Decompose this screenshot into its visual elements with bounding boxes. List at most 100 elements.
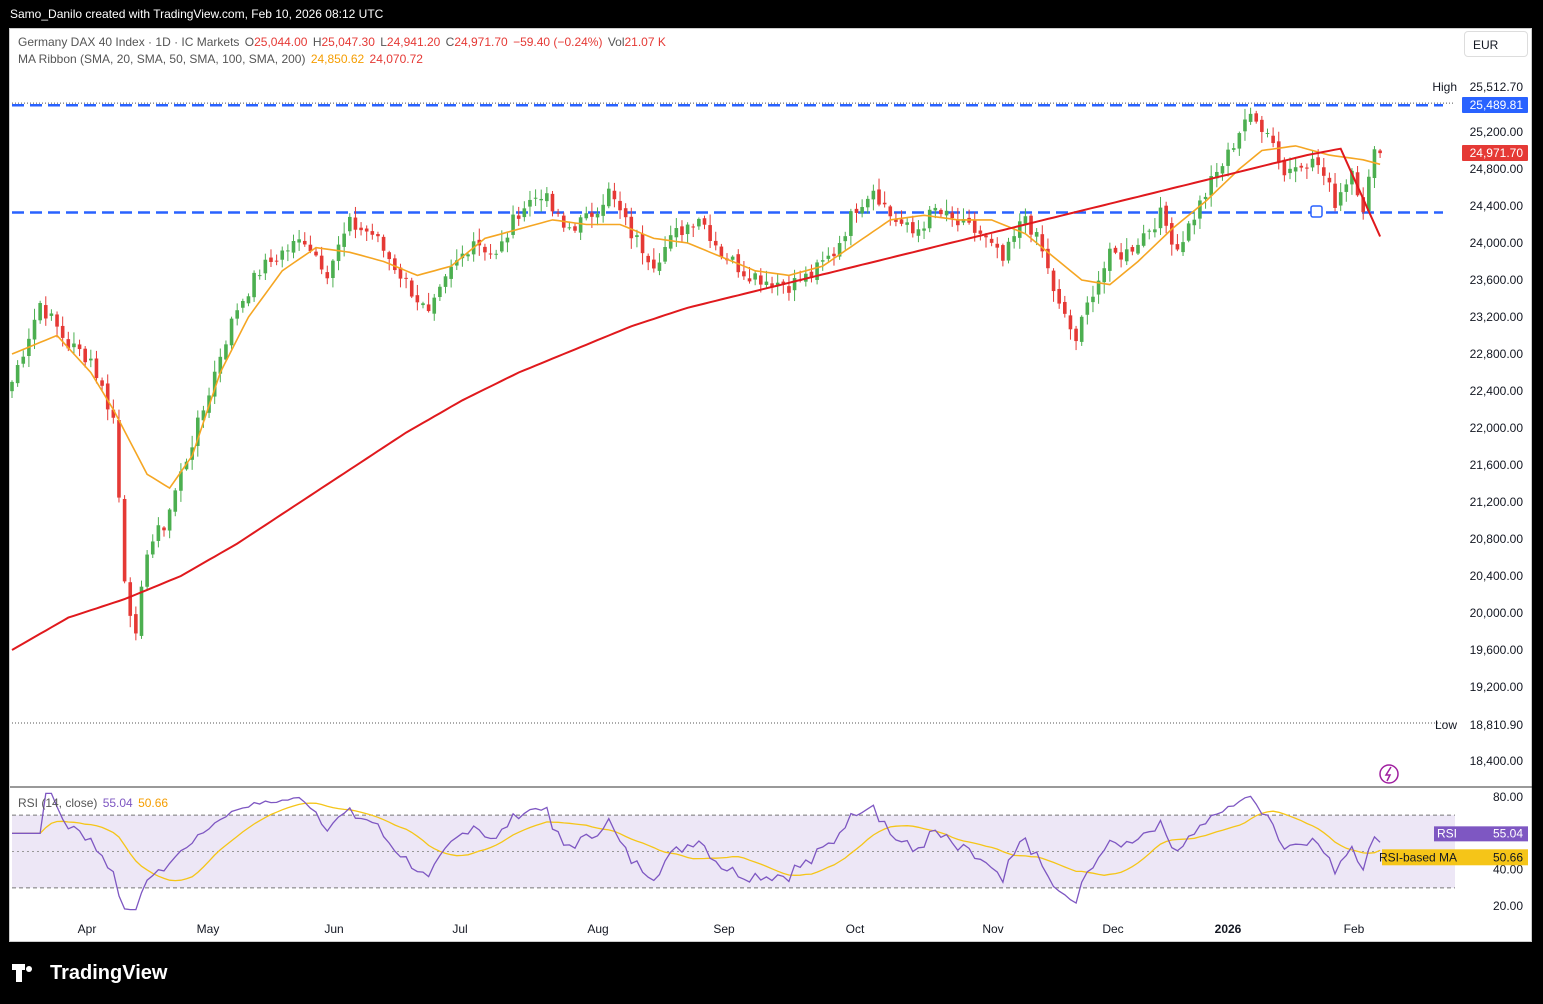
candle-body xyxy=(162,527,166,531)
candle-body xyxy=(494,253,498,255)
candle-body xyxy=(1034,232,1039,237)
candle-body xyxy=(145,554,149,587)
candle-body xyxy=(826,255,831,259)
candle-body xyxy=(939,209,943,215)
candle-body xyxy=(1085,302,1090,315)
candle-body xyxy=(899,219,904,224)
candle-body xyxy=(150,541,155,555)
candle-body xyxy=(1271,135,1275,144)
candle-body xyxy=(1040,234,1045,252)
candle-body xyxy=(1153,229,1157,233)
candle-body xyxy=(432,297,437,314)
candle-body xyxy=(820,260,825,262)
candle-body xyxy=(888,206,893,217)
candle-body xyxy=(235,310,239,319)
price-tick-label: 20,000.00 xyxy=(1470,606,1524,620)
candle-body xyxy=(409,280,414,297)
candle-body xyxy=(635,235,639,238)
ma-value-2: 24,070.72 xyxy=(369,52,423,66)
rsi-name[interactable]: RSI (14, close) xyxy=(18,796,98,810)
candle-body xyxy=(545,193,549,202)
candle-body xyxy=(663,247,667,262)
candle-body xyxy=(595,213,600,218)
top-bar: Samo_Danilo created with TradingView.com… xyxy=(0,0,1543,28)
candle-body xyxy=(922,228,926,231)
ma-ribbon-legend: MA Ribbon (SMA, 20, SMA, 50, SMA, 100, S… xyxy=(18,52,423,66)
candle-body xyxy=(449,266,453,279)
candle-body xyxy=(1327,177,1332,183)
candle-body xyxy=(1344,184,1349,192)
candle-body xyxy=(730,256,735,260)
candle-body xyxy=(1260,119,1264,132)
candle-body xyxy=(984,235,988,238)
session-high-tag-word: High xyxy=(1432,80,1457,94)
candle-body xyxy=(629,216,634,239)
candle-body xyxy=(843,236,848,242)
candle-body xyxy=(1164,205,1168,226)
rsi-legend: RSI (14, close) 55.04 50.66 xyxy=(18,796,168,810)
candle-body xyxy=(342,233,346,247)
candle-body xyxy=(376,234,380,237)
candle-body xyxy=(995,243,1000,248)
ma-ribbon-name[interactable]: MA Ribbon (SMA, 20, SMA, 50, SMA, 100, S… xyxy=(18,52,306,66)
candle-body xyxy=(697,218,701,227)
candle-body xyxy=(66,339,71,349)
candle-body xyxy=(201,410,206,421)
tradingview-brand[interactable]: TradingView xyxy=(12,962,167,985)
time-tick-label: May xyxy=(197,922,220,936)
vol-label: Vol xyxy=(607,35,625,49)
candle-body xyxy=(1231,148,1236,150)
currency-button[interactable]: EUR xyxy=(1464,31,1528,57)
candle-body xyxy=(1282,159,1287,176)
rsi-ma-tag-word: RSI-based MA xyxy=(1379,850,1457,864)
candle-body xyxy=(742,271,746,277)
candle-body xyxy=(1124,249,1129,262)
lightning-icon xyxy=(1379,764,1399,784)
candle-body xyxy=(972,220,977,233)
symbol-name[interactable]: Germany DAX 40 Index · 1D · IC Markets xyxy=(18,35,240,49)
candle-body xyxy=(1293,167,1298,172)
footer xyxy=(0,943,1543,1004)
price-tick-label: 22,400.00 xyxy=(1470,384,1524,398)
candle-body xyxy=(1372,149,1377,179)
candle-body xyxy=(15,365,20,384)
candle-body xyxy=(1012,236,1016,242)
candle-body xyxy=(1226,149,1230,166)
candle-body xyxy=(139,586,144,636)
candle-body xyxy=(573,226,577,231)
candle-body xyxy=(302,240,307,245)
candle-body xyxy=(1209,176,1213,196)
candle-body xyxy=(21,356,26,364)
candle-body xyxy=(241,300,245,308)
candle-body xyxy=(657,262,662,271)
candle-body xyxy=(89,358,93,361)
candle-body xyxy=(438,286,442,298)
candle-body xyxy=(1017,221,1022,238)
candle-body xyxy=(1333,183,1337,208)
candle-body xyxy=(832,253,836,257)
candle-body xyxy=(117,420,121,498)
candle-body xyxy=(1288,168,1292,174)
candle-body xyxy=(1305,167,1309,169)
candle-body xyxy=(933,207,938,211)
candle-body xyxy=(713,240,718,246)
candle-body xyxy=(905,222,909,225)
candle-body xyxy=(105,383,110,410)
candle-body xyxy=(511,214,515,235)
time-tick-label: Jul xyxy=(452,922,467,936)
candle-body xyxy=(1203,196,1208,200)
candle-body xyxy=(269,257,273,262)
sma20-line xyxy=(11,145,1381,490)
candle-body xyxy=(49,313,54,316)
candle-body xyxy=(1051,270,1056,292)
session-high-tag-value: 25,512.70 xyxy=(1470,80,1524,94)
candle-body xyxy=(1147,230,1152,232)
rsi-tag-word: RSI xyxy=(1437,826,1457,840)
candle-body xyxy=(646,255,650,263)
candle-body xyxy=(1316,157,1320,166)
candle-body xyxy=(623,208,628,218)
candle-body xyxy=(1310,158,1315,168)
candle-body xyxy=(77,344,82,350)
candle-body xyxy=(1130,247,1135,252)
